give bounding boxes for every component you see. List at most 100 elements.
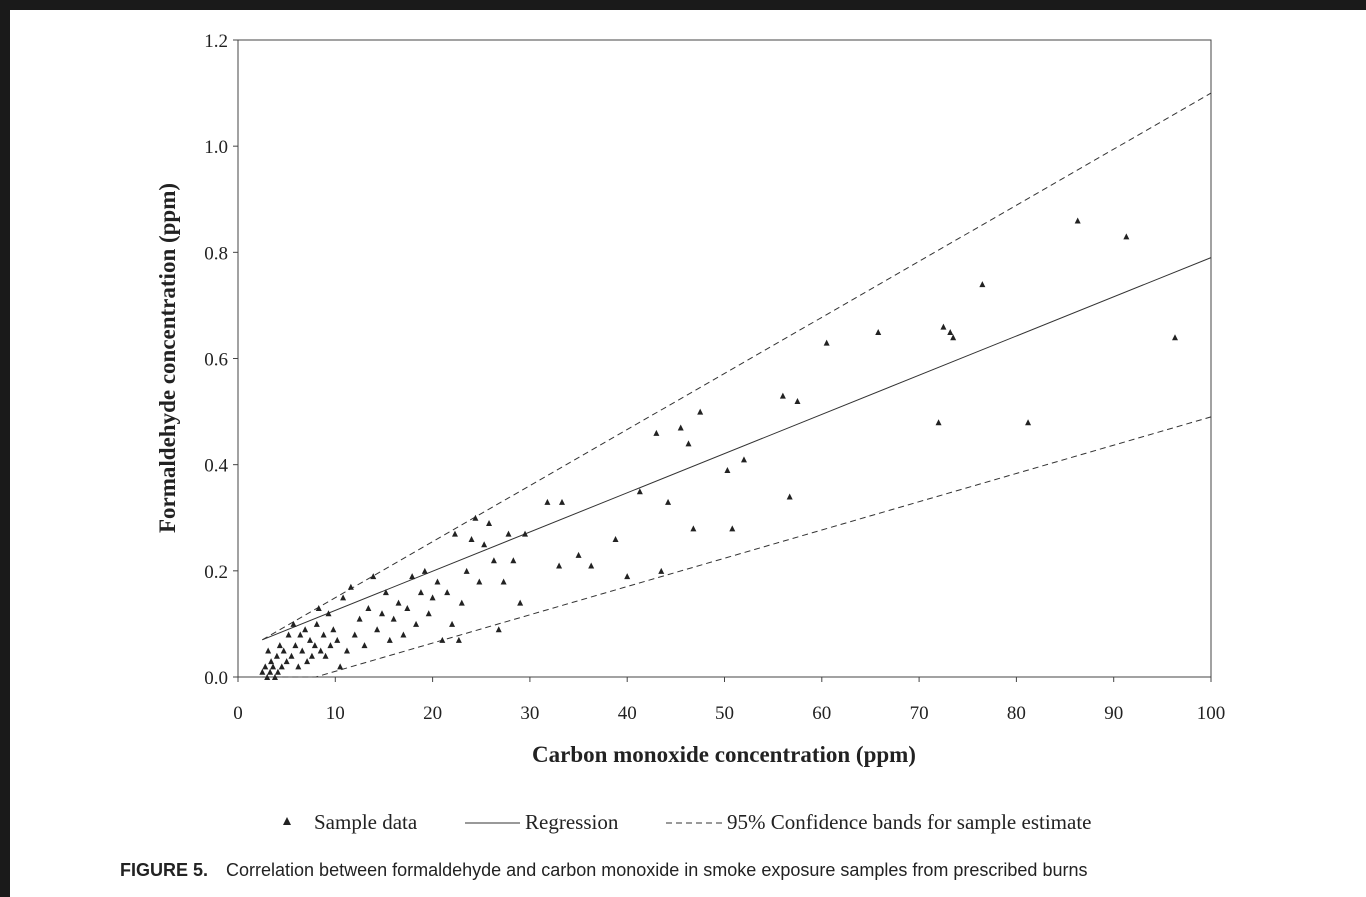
data-point — [404, 604, 411, 611]
data-point — [510, 557, 517, 564]
data-point — [729, 525, 736, 532]
legend-label-sample: Sample data — [314, 810, 418, 834]
y-axis: 0.0 0.2 0.4 0.6 0.8 1.0 1.2 — [204, 31, 238, 689]
data-point — [486, 520, 493, 527]
data-point — [517, 599, 524, 606]
data-point — [343, 647, 350, 654]
data-point — [823, 339, 830, 346]
data-point — [559, 498, 566, 505]
data-point — [786, 493, 793, 500]
y-tick-label: 1.2 — [204, 31, 228, 52]
data-point — [297, 631, 304, 638]
regression-line — [262, 257, 1212, 641]
data-point — [505, 530, 512, 537]
data-point — [274, 668, 281, 675]
data-point — [588, 562, 595, 569]
figure-caption: FIGURE 5. Correlation between formaldehyd… — [120, 860, 1320, 881]
sample-points — [259, 217, 1178, 680]
data-point — [1123, 233, 1130, 240]
data-point — [295, 663, 302, 670]
data-point — [356, 615, 363, 622]
data-point — [417, 589, 424, 596]
data-point — [325, 610, 332, 617]
data-point — [265, 647, 272, 654]
data-point — [544, 498, 551, 505]
data-point — [451, 530, 458, 537]
x-tick-label: 60 — [812, 703, 831, 724]
data-point — [413, 620, 420, 627]
data-point — [947, 328, 954, 335]
data-point — [315, 604, 322, 611]
data-point — [575, 551, 582, 558]
data-point — [425, 610, 432, 617]
confidence-band-line — [262, 92, 1212, 641]
data-point — [740, 456, 747, 463]
x-tick-label: 30 — [520, 703, 539, 724]
data-point — [347, 583, 354, 590]
data-point — [334, 636, 341, 643]
data-point — [302, 626, 309, 633]
caption-text: Correlation between formaldehyde and car… — [226, 860, 1088, 880]
data-point — [612, 535, 619, 542]
data-point — [313, 620, 320, 627]
x-tick-label: 40 — [618, 703, 637, 724]
data-point — [677, 424, 684, 431]
data-point — [522, 530, 529, 537]
data-point — [1025, 419, 1032, 426]
y-tick-label: 1.0 — [204, 137, 228, 158]
data-point — [940, 323, 947, 330]
data-point — [299, 647, 306, 654]
data-point — [624, 573, 631, 580]
data-point — [979, 281, 986, 288]
data-point — [409, 573, 416, 580]
data-point — [658, 567, 665, 574]
data-point — [935, 419, 942, 426]
data-point — [395, 599, 402, 606]
data-point — [280, 647, 287, 654]
data-point — [273, 652, 280, 659]
fit-lines — [262, 92, 1212, 678]
data-point — [463, 567, 470, 574]
data-point — [472, 514, 479, 521]
figure-number: FIGURE 5. — [120, 860, 209, 880]
data-point — [794, 397, 801, 404]
legend-label-regression: Regression — [525, 810, 619, 834]
x-axis-label: Carbon monoxide concentration (ppm) — [532, 742, 916, 767]
x-tick-label: 20 — [423, 703, 442, 724]
data-point — [337, 663, 344, 670]
data-point — [500, 578, 507, 585]
data-point — [340, 594, 347, 601]
data-point — [386, 636, 393, 643]
data-point — [724, 466, 731, 473]
data-point — [382, 589, 389, 596]
data-point — [262, 663, 269, 670]
data-point — [292, 642, 299, 649]
data-point — [439, 636, 446, 643]
data-point — [268, 658, 275, 665]
data-point — [370, 573, 377, 580]
y-axis-label: Formaldehyde concentration (ppm) — [155, 183, 180, 533]
data-point — [490, 557, 497, 564]
data-point — [429, 594, 436, 601]
data-point — [455, 636, 462, 643]
data-point — [283, 658, 290, 665]
data-point — [875, 328, 882, 335]
scatter-chart: 0.0 0.2 0.4 0.6 0.8 1.0 1.2 0 10 20 30 40 50 60 70 80 9… — [155, 31, 1225, 834]
data-point — [351, 631, 358, 638]
data-point — [278, 663, 285, 670]
legend-label-confidence: 95% Confidence bands for sample estimate — [727, 810, 1091, 834]
x-axis: 0 10 20 30 40 50 60 70 80 90 100 — [233, 677, 1225, 724]
data-point — [322, 652, 329, 659]
data-point — [449, 620, 456, 627]
data-point — [290, 620, 297, 627]
data-point — [444, 589, 451, 596]
x-tick-label: 50 — [715, 703, 734, 724]
data-point — [379, 610, 386, 617]
data-point — [270, 663, 277, 670]
data-point — [311, 642, 318, 649]
data-point — [636, 488, 643, 495]
data-point — [495, 626, 502, 633]
data-point — [304, 658, 311, 665]
y-tick-label: 0.0 — [204, 668, 228, 689]
